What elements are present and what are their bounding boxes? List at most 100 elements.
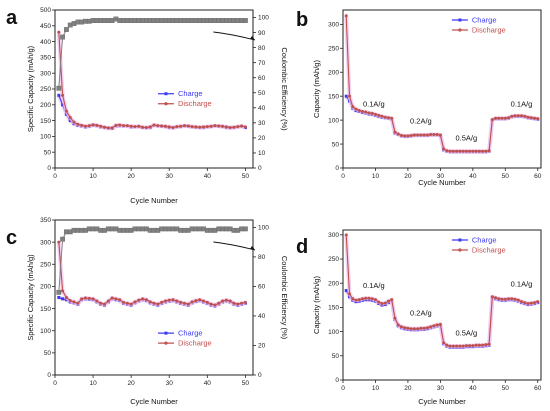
rate-annotation: 0.1A/g: [363, 281, 385, 290]
series-line: [58, 32, 246, 129]
data-point: [520, 114, 524, 118]
data-point: [213, 124, 217, 128]
series-discharge: [344, 233, 540, 349]
data-point: [224, 298, 228, 302]
legend-marker: [458, 248, 462, 252]
data-point: [344, 14, 348, 18]
rate-annotation: 0.1A/g: [511, 280, 533, 289]
data-point: [458, 344, 462, 348]
data-point: [56, 289, 62, 295]
data-point: [217, 124, 221, 128]
series-coulombic-efficiency: [56, 226, 248, 295]
data-point: [68, 299, 72, 303]
y-tick-label: 0: [335, 165, 339, 172]
x-axis-label: Cycle Number: [418, 178, 466, 187]
data-point: [160, 124, 164, 128]
data-point: [464, 344, 468, 348]
data-point: [373, 298, 377, 302]
data-point: [114, 123, 118, 127]
data-point: [87, 124, 91, 128]
plot-frame: [342, 9, 542, 169]
data-point: [487, 149, 491, 153]
data-point: [419, 133, 423, 137]
data-point: [536, 300, 540, 304]
data-point: [91, 297, 95, 301]
x-tick-label: 40: [469, 385, 477, 392]
arrow-head: [250, 246, 255, 250]
data-point: [205, 300, 209, 304]
chart-panel-d: d 0 10 20 30 40 50 60 0 50 100 150 200 250 300 Cycle Nu…: [296, 229, 542, 406]
y-tick-label: 300: [40, 70, 51, 77]
data-point: [377, 113, 381, 117]
y2-tick-label: 0: [258, 165, 262, 172]
data-point: [503, 116, 507, 120]
data-point: [186, 302, 190, 306]
data-point: [422, 133, 426, 137]
data-point: [242, 226, 248, 232]
data-point: [458, 149, 462, 153]
x-tick-label: 50: [242, 173, 250, 180]
data-point: [72, 120, 76, 124]
data-point: [419, 326, 423, 330]
data-point: [209, 302, 213, 306]
data-point: [344, 233, 348, 237]
data-point: [152, 123, 156, 127]
data-point: [236, 302, 240, 306]
data-point: [533, 116, 537, 120]
legend-label: Charge: [472, 236, 497, 245]
data-point: [242, 18, 248, 23]
data-point: [221, 299, 225, 303]
x-tick-label: 30: [166, 173, 174, 180]
data-point: [61, 289, 65, 293]
data-point: [399, 325, 403, 329]
y-axis-label: Specific Capacity (mAh/g): [26, 45, 35, 132]
legend-marker: [458, 238, 462, 242]
series-halo: [344, 15, 539, 154]
data-point: [243, 300, 247, 304]
series-halo: [56, 31, 246, 130]
x-tick-label: 10: [372, 173, 380, 180]
y-tick-label: 100: [328, 329, 339, 336]
y2-tick-label: 20: [258, 135, 266, 142]
x-tick-label: 0: [341, 173, 345, 180]
data-point: [344, 94, 348, 98]
data-point: [347, 292, 351, 296]
data-point: [57, 240, 61, 244]
data-point: [364, 110, 368, 114]
y-tick-label: 250: [328, 256, 339, 263]
data-point: [373, 112, 377, 116]
y-axis-label: Capacity (mAh/g): [312, 60, 321, 118]
y-tick-label: 50: [44, 149, 52, 156]
data-point: [95, 123, 99, 127]
data-point: [64, 27, 69, 32]
data-point: [83, 296, 87, 300]
data-point: [464, 149, 468, 153]
data-point: [406, 326, 410, 330]
data-point: [141, 297, 145, 301]
data-point: [481, 343, 485, 347]
x-tick-label: 0: [53, 380, 57, 387]
y-tick-label: 50: [332, 141, 340, 148]
data-point: [202, 299, 205, 303]
panel-label: a: [6, 7, 18, 29]
x-tick-label: 40: [204, 380, 212, 387]
data-point: [390, 298, 394, 302]
data-point: [64, 109, 68, 113]
data-point: [513, 297, 517, 301]
x-tick-label: 0: [341, 385, 345, 392]
data-point: [468, 344, 472, 348]
data-point: [129, 124, 133, 128]
data-point: [529, 116, 533, 120]
data-point: [236, 125, 240, 129]
legend-label: Discharge: [472, 246, 506, 255]
data-point: [106, 299, 110, 303]
data-point: [497, 297, 501, 301]
data-point: [122, 124, 126, 128]
data-point: [360, 110, 364, 114]
rate-annotation: 0.2A/g: [410, 309, 432, 318]
data-point: [416, 133, 420, 137]
x-tick-label: 20: [128, 380, 136, 387]
y2-tick-label: 40: [258, 313, 266, 320]
